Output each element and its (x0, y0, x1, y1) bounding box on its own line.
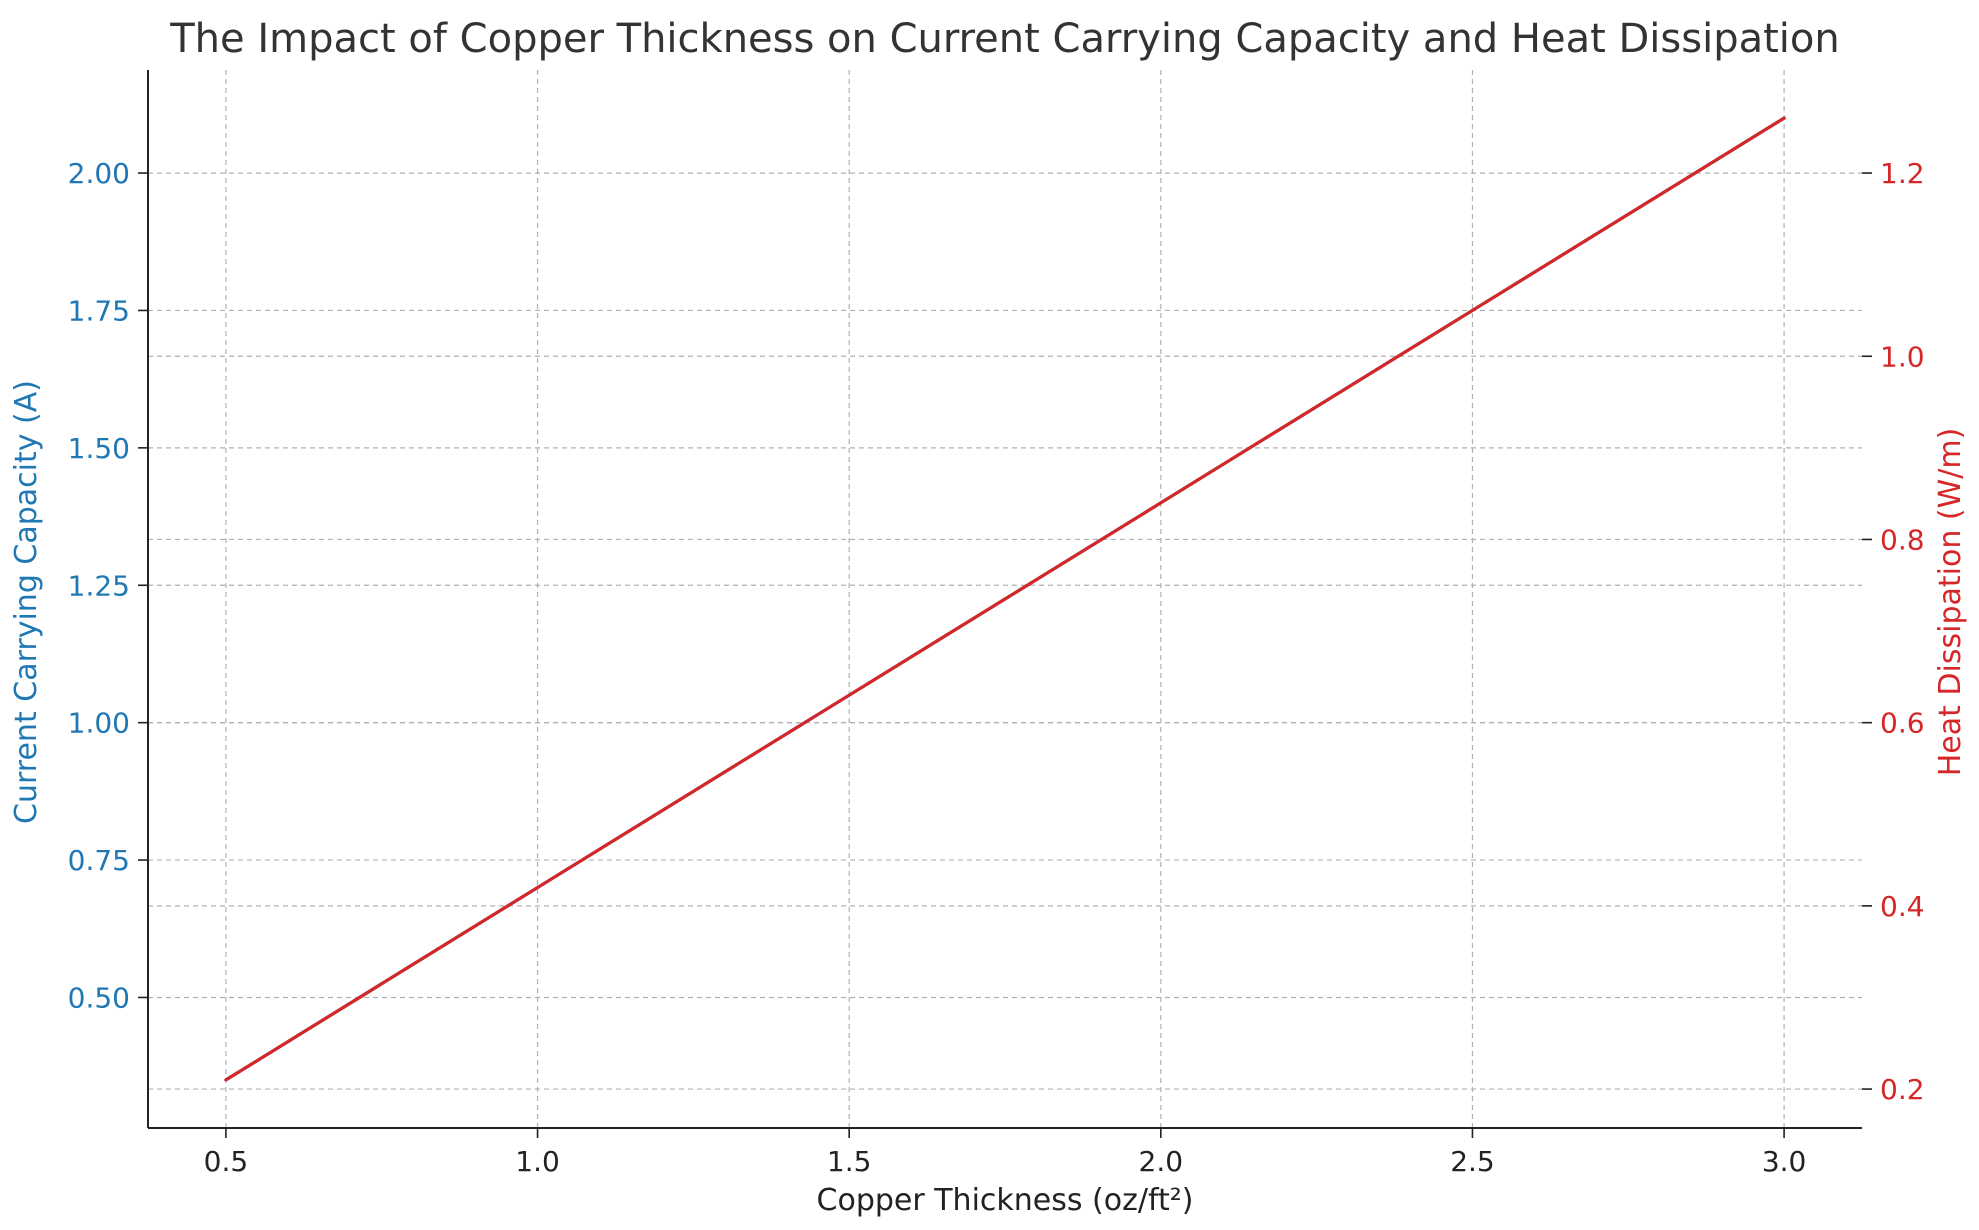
y-right-tick-label: 0.8 (1880, 523, 1925, 556)
axes (138, 70, 1872, 1138)
chart-title: The Impact of Copper Thickness on Curren… (169, 16, 1839, 62)
y-right-tick-label: 1.0 (1880, 340, 1925, 373)
y-axis-right-label: Heat Dissipation (W/m) (1933, 428, 1968, 777)
y-left-tick-label: 1.00 (68, 707, 130, 740)
x-tick-label: 1.0 (515, 1145, 560, 1178)
y-left-tick-label: 0.50 (68, 981, 130, 1014)
x-tick-label: 2.0 (1139, 1145, 1184, 1178)
tick-labels: 0.5 1.0 1.5 2.0 2.5 3.0 0.50 0.75 1.00 1.25 1.50 1.… (68, 157, 1925, 1178)
x-axis-label: Copper Thickness (oz/ft²) (817, 1183, 1194, 1218)
x-tick-label: 1.5 (827, 1145, 872, 1178)
y-right-tick-label: 0.2 (1880, 1073, 1925, 1106)
y-axis-left-label: Current Carrying Capacity (A) (9, 380, 44, 824)
y-right-tick-label: 1.2 (1880, 157, 1925, 190)
y-left-tick-label: 2.00 (68, 157, 130, 190)
y-left-tick-label: 1.25 (68, 569, 130, 602)
x-tick-label: 2.5 (1450, 1145, 1495, 1178)
x-tick-label: 0.5 (204, 1145, 249, 1178)
series-line-right (224, 116, 1786, 1082)
x-tick-label: 3.0 (1762, 1145, 1807, 1178)
y-left-tick-label: 0.75 (68, 844, 130, 877)
y-right-tick-label: 0.4 (1880, 890, 1925, 923)
y-left-tick-label: 1.75 (68, 294, 130, 327)
y-right-tick-label: 0.6 (1880, 707, 1925, 740)
grid (148, 70, 1862, 1128)
series-lines (224, 116, 1786, 1082)
y-left-tick-label: 1.50 (68, 432, 130, 465)
